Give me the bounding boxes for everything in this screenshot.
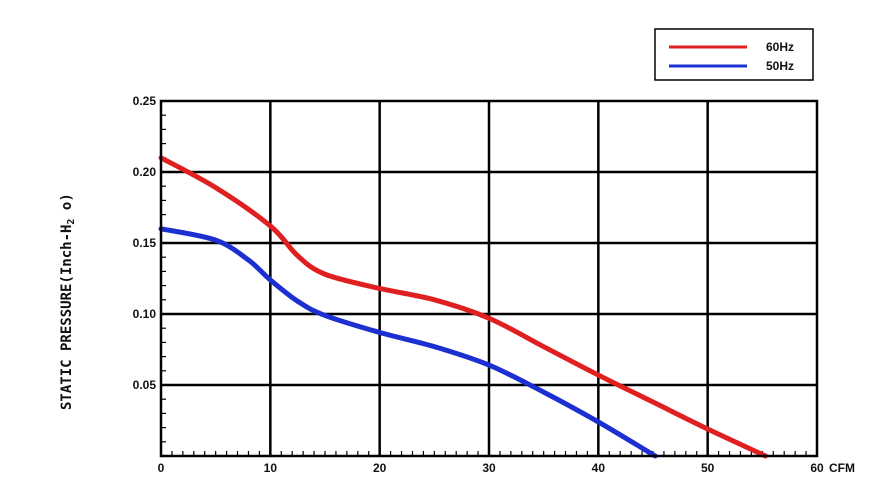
series-line-60hz (158, 155, 769, 459)
grid (161, 101, 817, 456)
y-tick-label: 0.10 (133, 307, 157, 321)
x-tick-label: 60 (810, 461, 824, 475)
series-line-50hz (158, 226, 658, 459)
y-tick-label: 0.05 (133, 378, 157, 392)
x-tick-label: 10 (264, 461, 278, 475)
x-tick-label: 30 (482, 461, 496, 475)
y-tick-label: 0.25 (133, 94, 157, 108)
y-axis-title: STATIC PRESSURE(Inch-H2 o) (59, 193, 77, 410)
y-axis-title-subscript: 2 (66, 219, 77, 225)
legend-box (654, 28, 814, 81)
tick-labels: 0 10 20 30 40 50 60 0.05 0.10 0.15 0.20 0.25 (133, 94, 824, 475)
series-lines (158, 155, 769, 459)
x-tick-label: 20 (373, 461, 387, 475)
minor-ticks (161, 114, 807, 456)
x-tick-label: 0 (158, 461, 165, 475)
x-tick-label: 40 (592, 461, 606, 475)
legend: 60Hz 50Hz (654, 28, 814, 81)
y-axis-title-end: o) (59, 193, 75, 218)
y-tick-label: 0.15 (133, 236, 157, 250)
x-tick-label: 50 (701, 461, 715, 475)
legend-label-50hz: 50Hz (766, 59, 794, 73)
y-axis-title-main: STATIC PRESSURE(Inch-H (59, 225, 75, 410)
legend-label-60hz: 60Hz (766, 40, 794, 54)
plot-frame (159, 99, 819, 458)
x-axis-title: CFM (829, 461, 855, 475)
y-tick-label: 0.20 (133, 165, 157, 179)
